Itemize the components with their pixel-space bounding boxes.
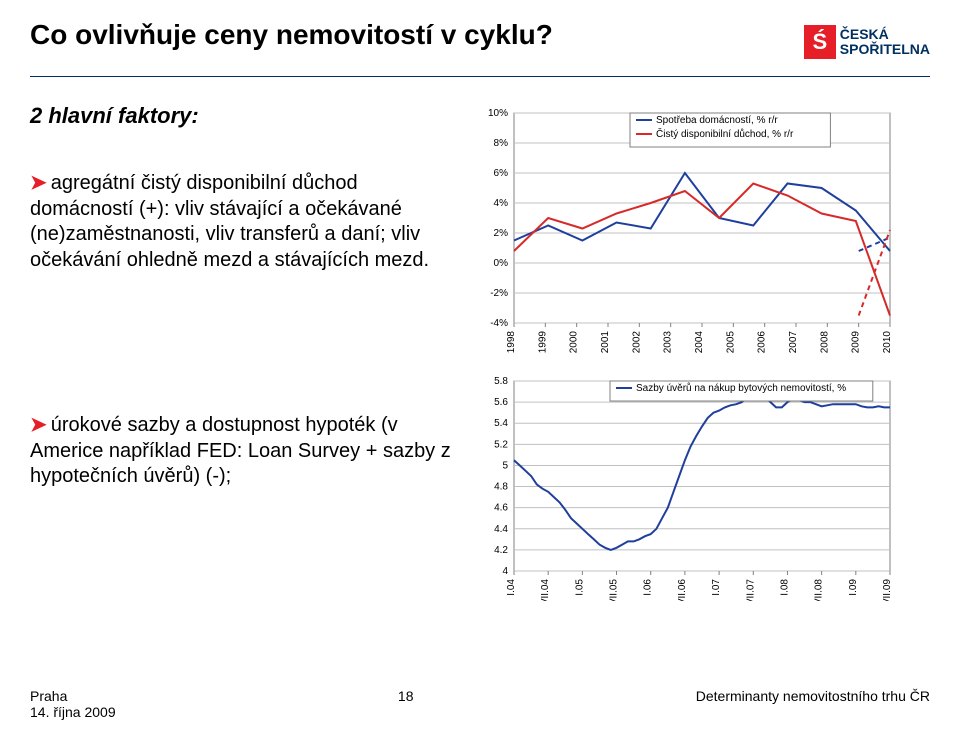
svg-text:4.2: 4.2 bbox=[494, 545, 508, 556]
footer: Praha 14. října 2009 18 Determinanty nem… bbox=[30, 688, 930, 720]
svg-text:5.6: 5.6 bbox=[494, 397, 508, 408]
right-col-2: 4 4.2 4.4 4.6 4.8 5 5.2 5.4 5.6 5.8 I.04 VII.04 I.05… bbox=[470, 371, 930, 601]
slide: Co ovlivňuje ceny nemovitostí v cyklu? Ś… bbox=[0, 0, 960, 732]
bullet-1-text: agregátní čistý disponibilní důchod domá… bbox=[30, 172, 429, 271]
svg-text:0%: 0% bbox=[494, 258, 509, 269]
svg-text:I.07: I.07 bbox=[711, 579, 722, 596]
left-col-2: ➤úrokové sazby a dostupnost hypoték (v A… bbox=[30, 371, 470, 510]
svg-text:5.8: 5.8 bbox=[494, 376, 508, 387]
svg-text:2000: 2000 bbox=[569, 331, 580, 353]
svg-text:VII.05: VII.05 bbox=[609, 579, 620, 601]
svg-text:I.05: I.05 bbox=[574, 579, 585, 596]
svg-text:6%: 6% bbox=[494, 168, 509, 179]
footer-left: Praha 14. října 2009 bbox=[30, 688, 116, 720]
chart-consumption-income: -4% -2% 0% 2% 4% 6% 8% 10% 1998 1999 2000 2001 2002 2… bbox=[470, 103, 900, 353]
chart-mortgage-rates: 4 4.2 4.4 4.6 4.8 5 5.2 5.4 5.6 5.8 I.04 VII.04 I.05… bbox=[470, 371, 900, 601]
svg-text:4%: 4% bbox=[494, 198, 509, 209]
svg-text:VII.06: VII.06 bbox=[677, 579, 688, 601]
svg-text:1998: 1998 bbox=[506, 331, 517, 353]
bullet-2-text: úrokové sazby a dostupnost hypoték (v Am… bbox=[30, 414, 451, 487]
svg-text:VII.09: VII.09 bbox=[882, 579, 893, 601]
row-2: ➤úrokové sazby a dostupnost hypoték (v A… bbox=[30, 371, 930, 601]
header-rule bbox=[30, 76, 930, 77]
svg-text:-4%: -4% bbox=[490, 318, 508, 329]
footer-city: Praha bbox=[30, 688, 116, 704]
logo-mark: Ś bbox=[804, 25, 836, 59]
svg-text:2004: 2004 bbox=[694, 331, 705, 353]
svg-text:4.8: 4.8 bbox=[494, 482, 508, 493]
svg-text:I.08: I.08 bbox=[779, 579, 790, 596]
svg-text:2005: 2005 bbox=[725, 331, 736, 353]
svg-text:-2%: -2% bbox=[490, 288, 508, 299]
svg-text:VII.08: VII.08 bbox=[814, 579, 825, 601]
logo-text: ČESKÁ SPOŘITELNA bbox=[840, 27, 930, 56]
footer-date: 14. října 2009 bbox=[30, 704, 116, 720]
bullet-2: ➤úrokové sazby a dostupnost hypoték (v A… bbox=[30, 413, 454, 490]
svg-text:VII.07: VII.07 bbox=[745, 579, 756, 601]
svg-text:I.06: I.06 bbox=[643, 579, 654, 596]
svg-text:5.2: 5.2 bbox=[494, 439, 508, 450]
svg-text:5.4: 5.4 bbox=[494, 418, 508, 429]
right-col-1: -4% -2% 0% 2% 4% 6% 8% 10% 1998 1999 2000 2001 2002 2… bbox=[470, 103, 930, 353]
header-row: Co ovlivňuje ceny nemovitostí v cyklu? Ś… bbox=[30, 18, 930, 66]
body: 2 hlavní faktory: ➤agregátní čistý dispo… bbox=[30, 103, 930, 601]
footer-right: Determinanty nemovitostního trhu ČR bbox=[696, 688, 930, 720]
svg-text:Čistý disponibilní důchod, % r: Čistý disponibilní důchod, % r/r bbox=[656, 127, 794, 140]
svg-text:4.6: 4.6 bbox=[494, 503, 508, 514]
bullet-arrow-icon: ➤ bbox=[30, 414, 47, 436]
logo-glyph: Ś bbox=[813, 29, 828, 55]
svg-text:2002: 2002 bbox=[631, 331, 642, 353]
svg-text:2009: 2009 bbox=[851, 331, 862, 353]
brand-logo: Ś ČESKÁ SPOŘITELNA bbox=[804, 18, 930, 66]
factors-label: 2 hlavní faktory: bbox=[30, 103, 454, 129]
svg-text:I.09: I.09 bbox=[848, 579, 859, 596]
svg-text:2008: 2008 bbox=[819, 331, 830, 353]
bullet-1: ➤agregátní čistý disponibilní důchod dom… bbox=[30, 171, 454, 273]
svg-text:8%: 8% bbox=[494, 138, 509, 149]
svg-text:2007: 2007 bbox=[788, 331, 799, 353]
svg-text:Spotřeba domácností, % r/r: Spotřeba domácností, % r/r bbox=[656, 115, 778, 126]
svg-text:I.04: I.04 bbox=[506, 579, 517, 596]
svg-text:4.4: 4.4 bbox=[494, 524, 508, 535]
logo-line1: ČESKÁ bbox=[840, 27, 930, 42]
svg-text:10%: 10% bbox=[488, 108, 508, 119]
footer-page-number: 18 bbox=[398, 688, 414, 720]
svg-text:5: 5 bbox=[502, 460, 508, 471]
svg-text:2%: 2% bbox=[494, 228, 509, 239]
svg-text:1999: 1999 bbox=[537, 331, 548, 353]
bullet-arrow-icon: ➤ bbox=[30, 172, 47, 194]
svg-text:Sazby úvěrů na nákup bytových: Sazby úvěrů na nákup bytových nemovitost… bbox=[636, 382, 846, 394]
svg-text:2006: 2006 bbox=[757, 331, 768, 353]
svg-text:VII.04: VII.04 bbox=[540, 579, 551, 601]
row-1: 2 hlavní faktory: ➤agregátní čistý dispo… bbox=[30, 103, 930, 353]
svg-text:2001: 2001 bbox=[600, 331, 611, 353]
svg-text:2003: 2003 bbox=[663, 331, 674, 353]
page-title: Co ovlivňuje ceny nemovitostí v cyklu? bbox=[30, 18, 553, 52]
svg-text:2010: 2010 bbox=[882, 331, 893, 353]
logo-line2: SPOŘITELNA bbox=[840, 42, 930, 57]
left-col-1: 2 hlavní faktory: ➤agregátní čistý dispo… bbox=[30, 103, 470, 293]
svg-text:4: 4 bbox=[502, 566, 508, 577]
